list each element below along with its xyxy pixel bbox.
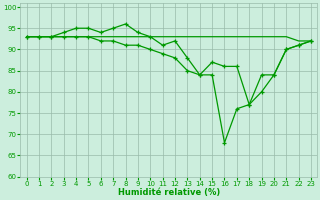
X-axis label: Humidité relative (%): Humidité relative (%) [118,188,220,197]
